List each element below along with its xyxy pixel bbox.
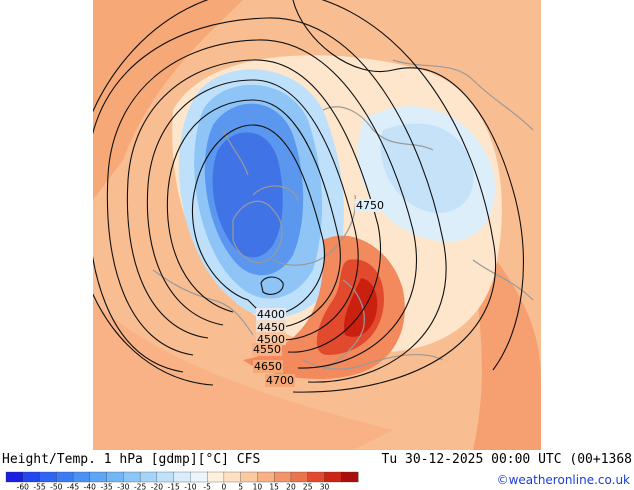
- colorbar-tick-label: 30: [320, 483, 330, 490]
- colorbar-swatch: [139, 471, 158, 483]
- colorbar-swatch: [324, 471, 342, 483]
- colorbar-swatch: [123, 471, 141, 483]
- colorbar-tick-label: -40: [84, 483, 96, 490]
- colorbar-swatch: [290, 471, 309, 483]
- weather-map: 4750 4400 4450 4500 4550 4650 4700: [93, 0, 541, 450]
- colorbar-tick-label: 10: [253, 483, 263, 490]
- contour-label-4700: 4700: [266, 374, 294, 387]
- contour-label-4550: 4550: [253, 343, 281, 356]
- colorbar-tick-label: -45: [67, 483, 79, 490]
- colorbar-swatch: [341, 471, 359, 483]
- colorbar-swatch: [240, 471, 258, 483]
- colorbar-tick-label: 15: [269, 483, 279, 490]
- colorbar-swatch: [190, 471, 208, 483]
- colorbar-swatch: [5, 471, 24, 483]
- colorbar-tick-label: -50: [50, 483, 62, 490]
- colorbar-tick-label: -55: [33, 483, 45, 490]
- colorbar-tick-label: -60: [17, 483, 29, 490]
- colorbar-swatch: [307, 471, 325, 483]
- colorbar-tick-label: 20: [286, 483, 296, 490]
- contour-label-4750: 4750: [356, 199, 384, 212]
- colorbar-swatch: [22, 471, 40, 483]
- contour-labels: 4750 4400 4450 4500 4550 4650 4700: [252, 199, 385, 387]
- warm-band-lower: [93, 300, 393, 450]
- colorbar-tick-label: 0: [222, 483, 227, 490]
- colorbar-tick-label: -15: [167, 483, 179, 490]
- coastlines: [152, 59, 534, 371]
- colorbar-tick-label: 5: [238, 483, 243, 490]
- chart-title: Height/Temp. 1 hPa [gdmp][°C] CFS: [2, 452, 261, 467]
- colorbar-swatch: [72, 471, 91, 483]
- contour-label-4400: 4400: [257, 308, 285, 321]
- colorbar-swatch: [106, 471, 124, 483]
- colorbar-tick-label: -25: [134, 483, 146, 490]
- warm-band-upper: [93, 0, 243, 200]
- heat-anomaly-core: [344, 278, 378, 337]
- colorbar-tick-label: -30: [117, 483, 129, 490]
- colorbar-swatch: [56, 471, 74, 483]
- valid-time: Tu 30-12-2025 00:00 UTC (00+1368: [381, 452, 632, 467]
- contour-label-4500: 4500: [257, 333, 285, 346]
- colorbar-swatch: [173, 471, 191, 483]
- contour-label-4450: 4450: [257, 321, 285, 334]
- colorbar-ticks: -60 -55 -50 -45 -40 -35 -30 -25 -20 -15 -10 -5 0 5 10 1…: [17, 483, 330, 490]
- colorbar-tick-label: -35: [100, 483, 112, 490]
- colorbar-tick-label: -20: [151, 483, 163, 490]
- contour-label-4650: 4650: [254, 360, 282, 373]
- colorbar-tick-label: -10: [184, 483, 196, 490]
- colorbar-swatch: [89, 471, 108, 483]
- vortex-core: [212, 132, 283, 258]
- colorbar-swatch: [257, 471, 275, 483]
- colorbar-swatch: [274, 471, 292, 483]
- height-contours: [93, 0, 524, 393]
- colorbar-swatch: [206, 471, 225, 483]
- colorbar-swatch: [39, 471, 57, 483]
- colorbar: -60 -55 -50 -45 -40 -35 -30 -25 -20 -15 -10 -5 0 5 10 1…: [5, 471, 359, 490]
- cold-region-right-inner: [380, 123, 474, 214]
- colorbar-swatches: [5, 471, 359, 483]
- colorbar-swatch: [156, 471, 175, 483]
- colorbar-tick-label: -5: [203, 483, 211, 490]
- credit-link[interactable]: ©weatheronline.co.uk: [496, 473, 630, 487]
- colorbar-tick-label: 25: [303, 483, 313, 490]
- colorbar-swatch: [223, 471, 242, 483]
